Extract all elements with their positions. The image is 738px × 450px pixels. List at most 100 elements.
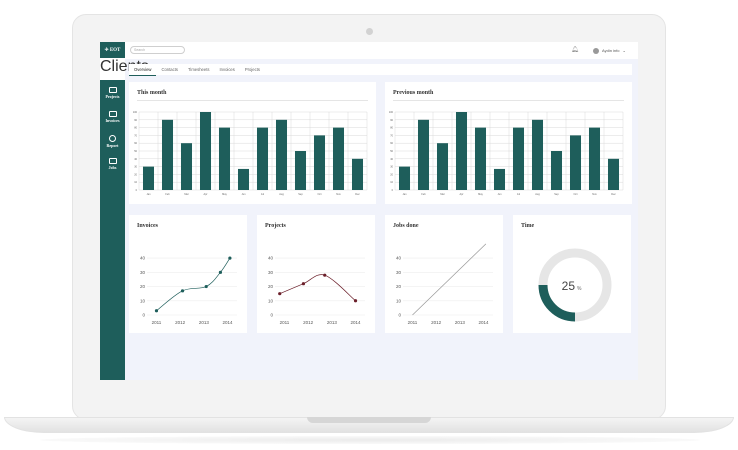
x-tick-label: Nov bbox=[592, 193, 597, 196]
y-tick-label: 20 bbox=[268, 284, 274, 289]
y-tick-label: 20 bbox=[396, 284, 402, 289]
x-tick-label: 2012 bbox=[175, 320, 186, 325]
y-tick-label: 30 bbox=[140, 270, 146, 275]
invoice-icon bbox=[108, 111, 117, 117]
time-value: 25 bbox=[562, 279, 576, 293]
x-tick-label: Apr bbox=[460, 193, 464, 196]
data-point bbox=[323, 273, 327, 277]
app-logo[interactable]: ✈ EOT bbox=[100, 42, 125, 58]
y-tick-label: 80 bbox=[134, 127, 137, 130]
bar bbox=[142, 166, 155, 190]
bar bbox=[256, 127, 269, 190]
bar bbox=[398, 166, 411, 190]
bar bbox=[332, 127, 345, 190]
bar bbox=[313, 135, 326, 190]
y-tick-label: 70 bbox=[390, 134, 393, 137]
data-point bbox=[204, 284, 208, 289]
sidebar-item-projects[interactable]: Projects bbox=[100, 87, 125, 107]
y-tick-label: 100 bbox=[389, 111, 394, 114]
y-tick-label: 10 bbox=[134, 181, 137, 184]
series-line bbox=[156, 257, 231, 312]
x-tick-label: Dec bbox=[611, 193, 616, 196]
sidebar-item-invoices[interactable]: Invoices bbox=[100, 111, 125, 131]
card-title: This month bbox=[137, 90, 167, 96]
y-tick-label: 0 bbox=[270, 313, 273, 318]
previous-month-card: Previous month 0 10 20 30 40 50 60 70 80 90 100 Jan… bbox=[385, 82, 632, 204]
x-tick-label: 2014 bbox=[479, 320, 490, 325]
x-tick-label: Dec bbox=[355, 193, 360, 196]
y-tick-label: 10 bbox=[268, 298, 274, 303]
tab-invoices[interactable]: Invoices bbox=[219, 67, 235, 72]
y-tick-label: 30 bbox=[134, 166, 137, 169]
avatar bbox=[593, 47, 599, 54]
x-tick-label: Jan bbox=[146, 193, 151, 196]
bar bbox=[180, 143, 193, 190]
projects-line-chart: 0 10 20 30 40 2011 2012 2013 2014 bbox=[268, 256, 365, 325]
folder-icon bbox=[108, 87, 117, 93]
x-tick-label: Aug bbox=[279, 193, 284, 196]
y-tick-label: 40 bbox=[140, 256, 146, 261]
y-tick-label: 70 bbox=[134, 134, 137, 137]
tab-timesheets[interactable]: Timesheets bbox=[187, 67, 210, 72]
x-tick-label: 2013 bbox=[455, 320, 466, 325]
sidebar-item-label: Report bbox=[106, 143, 119, 148]
data-point bbox=[180, 289, 185, 293]
y-tick-label: 20 bbox=[390, 173, 393, 176]
x-tick-label: Jan bbox=[402, 193, 407, 196]
dashboard-screen: ✈ EOT Clients Projects Invoices Report J… bbox=[100, 42, 638, 380]
card-title: Invoices bbox=[137, 223, 158, 229]
search-input[interactable]: Search bbox=[130, 46, 185, 54]
x-tick-label: 2014 bbox=[223, 320, 234, 325]
data-point bbox=[154, 309, 159, 313]
projects-card: Projects 0 10 20 30 40 2011 2012 2013 2014 bbox=[257, 215, 375, 333]
bar bbox=[275, 119, 288, 190]
x-tick-label: Mar bbox=[440, 193, 444, 196]
x-tick-label: Sep bbox=[298, 193, 303, 196]
sidebar-item-report[interactable]: Report bbox=[100, 135, 125, 155]
card-title-divider bbox=[393, 100, 624, 101]
x-tick-label: Jul bbox=[261, 193, 265, 196]
bar bbox=[294, 151, 307, 190]
series-line bbox=[279, 274, 356, 302]
invoices-line-chart: 0 10 20 30 40 2011 2012 2013 2014 bbox=[140, 256, 237, 325]
tab-overview[interactable]: Overview bbox=[129, 64, 157, 76]
notification-bell-icon[interactable]: 🔔︎ bbox=[571, 47, 579, 53]
x-tick-label: 2012 bbox=[431, 320, 442, 325]
x-tick-label: Sep bbox=[554, 193, 559, 196]
x-tick-label: May bbox=[478, 193, 483, 196]
x-tick-label: Mar bbox=[184, 193, 188, 196]
previous-month-bar-chart: 0 10 20 30 40 50 60 70 80 90 100 Jan Feb Mar Apr May Jun… bbox=[389, 111, 624, 196]
top-bar: Search 🔔︎ Aydin info ⌄ bbox=[125, 42, 638, 59]
x-tick-label: 2013 bbox=[199, 320, 210, 325]
y-tick-label: 40 bbox=[396, 256, 402, 261]
user-name: Aydin info bbox=[602, 48, 620, 53]
bar bbox=[512, 127, 525, 190]
logo-text: EOT bbox=[109, 47, 121, 53]
bar bbox=[531, 119, 544, 190]
card-title: Projects bbox=[265, 223, 286, 229]
x-tick-label: Feb bbox=[421, 193, 426, 196]
user-menu[interactable]: Aydin info ⌄ bbox=[593, 46, 626, 55]
invoices-card: Invoices 0 10 20 30 40 2011 2012 2013 2014 bbox=[129, 215, 247, 333]
laptop-camera bbox=[366, 28, 373, 35]
bar bbox=[436, 143, 449, 190]
y-tick-label: 20 bbox=[134, 173, 137, 176]
data-point bbox=[353, 299, 358, 303]
y-tick-label: 10 bbox=[140, 298, 146, 303]
bar bbox=[569, 135, 582, 190]
y-tick-label: 60 bbox=[134, 142, 137, 145]
laptop-notch bbox=[307, 417, 431, 423]
bar bbox=[351, 158, 364, 190]
bar bbox=[550, 151, 563, 190]
tab-contacts[interactable]: Contacts bbox=[161, 67, 178, 72]
laptop-shadow bbox=[40, 436, 700, 444]
sidebar-item-jobs[interactable]: Jobs bbox=[100, 158, 125, 178]
data-point bbox=[228, 256, 232, 260]
series-line bbox=[412, 243, 487, 316]
card-title: Time bbox=[521, 223, 535, 229]
y-tick-label: 90 bbox=[390, 119, 393, 122]
bar bbox=[474, 127, 487, 190]
sidebar-item-clients[interactable]: Clients bbox=[100, 58, 149, 80]
x-tick-label: Oct bbox=[574, 193, 578, 196]
tab-projects[interactable]: Projects bbox=[244, 67, 260, 72]
